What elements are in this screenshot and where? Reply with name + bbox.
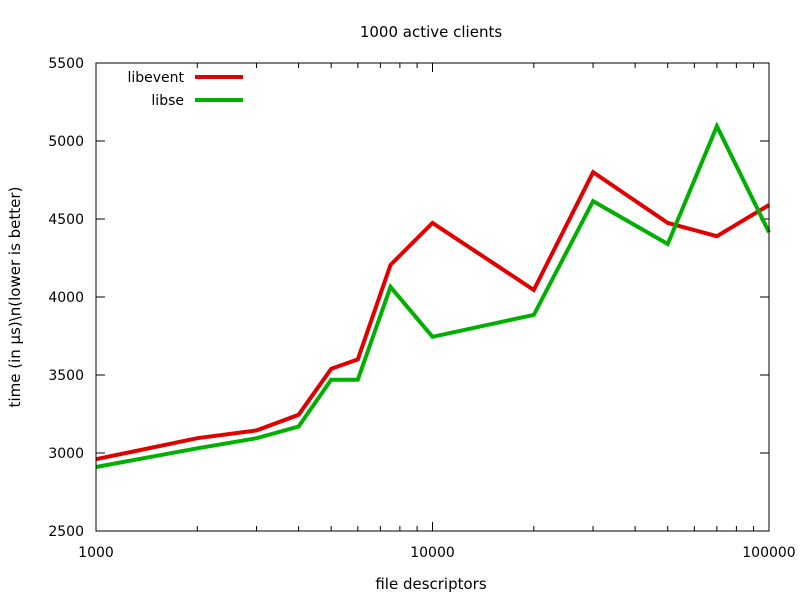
x-tick-label: 10000 [410, 545, 455, 561]
x-tick-label: 100000 [742, 545, 795, 561]
series-lines [95, 121, 771, 469]
plot-frame [95, 62, 770, 532]
y-axis-label: time (in µs)\n(lower is better) [6, 187, 24, 408]
x-tick-label: 1000 [78, 545, 114, 561]
chart-title: 1000 active clients [360, 23, 503, 41]
axis-ticks: 2500 3000 3500 4000 4500 5000 5500 1000 10000 100… [48, 56, 795, 561]
legend-label-libevent: libevent [127, 70, 184, 86]
y-tick-label: 5500 [48, 56, 84, 72]
y-tick-label: 4000 [48, 290, 84, 306]
series-line-libevent [95, 169, 771, 462]
legend: libevent libse [127, 70, 243, 109]
y-tick-label: 3500 [48, 368, 84, 384]
y-tick-label: 3000 [48, 446, 84, 462]
y-tick-label: 5000 [48, 134, 84, 150]
legend-label-libse: libse [151, 93, 184, 109]
series-line-libse [95, 121, 771, 469]
x-axis-label: file descriptors [375, 575, 487, 593]
y-tick-label: 2500 [48, 524, 84, 540]
y-tick-label: 4500 [48, 212, 84, 228]
